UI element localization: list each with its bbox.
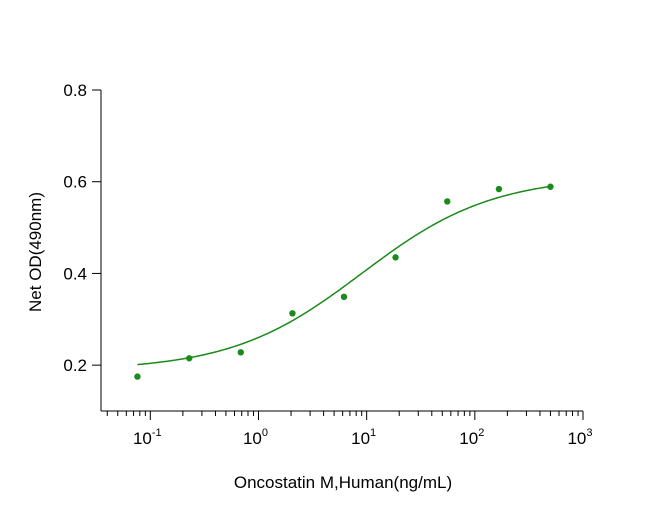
y-axis-label: Net OD(490nm) [26, 192, 45, 312]
x-axis: 10-1 100 101 102 103 [101, 410, 593, 448]
x-tick-label: 10-1 [133, 427, 162, 448]
data-points-layer [134, 183, 554, 380]
data-point [444, 198, 451, 205]
y-axis: 0.2 0.4 0.6 0.8 [63, 81, 102, 411]
x-tick-exponent: -1 [152, 427, 162, 439]
x-tick-base: 10 [351, 429, 370, 448]
y-tick-label: 0.4 [63, 264, 87, 283]
x-tick-exponent: 0 [262, 427, 268, 439]
data-point [340, 293, 348, 301]
data-point [392, 254, 399, 261]
x-tick-base: 10 [459, 429, 478, 448]
x-tick-base: 10 [243, 429, 262, 448]
data-point [547, 183, 554, 190]
y-tick-label: 0.2 [63, 356, 87, 375]
x-tick-label: 100 [243, 427, 268, 448]
y-tick-label: 0.6 [63, 173, 87, 192]
fit-curve [137, 185, 551, 366]
x-tick-exponent: 2 [478, 427, 484, 439]
data-point [186, 355, 193, 362]
data-point [495, 185, 503, 193]
x-tick-exponent: 1 [370, 427, 376, 439]
x-tick-exponent: 3 [586, 427, 592, 439]
y-tick-label: 0.8 [63, 81, 87, 100]
x-tick-label: 102 [459, 427, 484, 448]
data-point [237, 349, 244, 356]
fit-curve-layer [137, 185, 551, 366]
x-tick-label: 103 [567, 427, 592, 448]
x-tick-base: 10 [567, 429, 586, 448]
x-tick-label: 101 [351, 427, 376, 448]
data-point [134, 373, 141, 380]
data-point [289, 310, 296, 317]
x-axis-label: Oncostatin M,Human(ng/mL) [234, 473, 452, 492]
x-tick-base: 10 [133, 429, 152, 448]
